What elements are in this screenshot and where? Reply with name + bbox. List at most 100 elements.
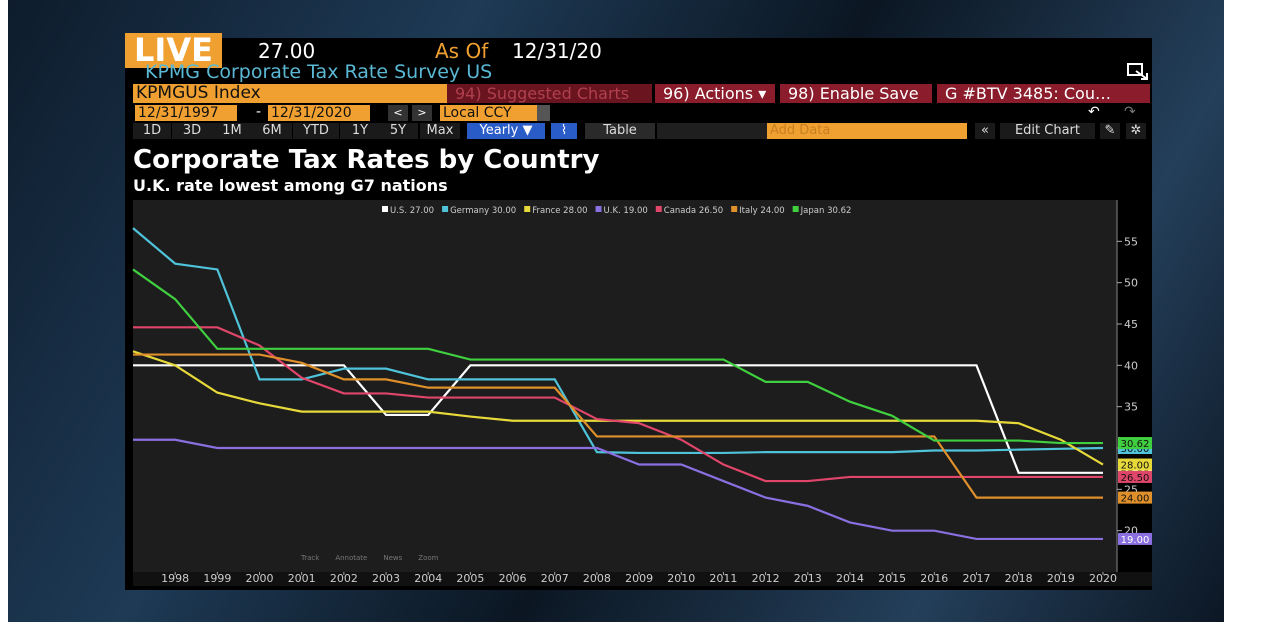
period-button[interactable]: 5Y	[378, 123, 418, 139]
end-value-flag	[1118, 491, 1152, 504]
settings-icon[interactable]: ✲	[1126, 123, 1146, 139]
x-tick-label: 2015	[878, 572, 906, 585]
ticker-field[interactable]: KPMGUS Index	[133, 84, 447, 103]
x-tick-label: 2010	[667, 572, 695, 585]
end-value-label: 19.00	[1121, 535, 1150, 546]
chart-title: Corporate Tax Rates by Country	[133, 145, 599, 175]
chart-type-button[interactable]: ⌇	[551, 123, 577, 139]
x-tick-label: 1998	[161, 572, 189, 585]
legend-entry: Canada 26.50	[664, 206, 723, 216]
series-line	[132, 227, 1104, 455]
x-tick-label: 2005	[456, 572, 484, 585]
y-tick-label: 40	[1124, 359, 1138, 372]
chart-tool: News	[383, 554, 402, 562]
y-tick-label: 55	[1124, 235, 1138, 248]
legend-value: 30.00	[492, 206, 516, 216]
as-of-label: As Of	[435, 39, 489, 63]
legend-entry: U.S. 27.00	[390, 206, 434, 216]
prev-button[interactable]: <	[388, 105, 408, 121]
x-tick-label: 2018	[1005, 572, 1033, 585]
legend-swatch	[382, 206, 388, 212]
plot-area	[133, 200, 1117, 572]
period-button[interactable]: YTD	[293, 123, 339, 139]
end-value-label: 30.62	[1121, 439, 1150, 450]
x-tick-label: 2009	[625, 572, 653, 585]
period-button[interactable]: 1Y	[340, 123, 380, 139]
suggested-charts[interactable]: 94) Suggested Charts	[447, 84, 652, 103]
edit-chart-button[interactable]: Edit Chart	[1000, 123, 1095, 139]
legend-name: U.K.	[604, 206, 621, 216]
last-price: 27.00	[258, 39, 316, 63]
x-tick-label: 2014	[836, 572, 864, 585]
series-line	[133, 438, 1103, 541]
legend-swatch	[442, 206, 449, 212]
actions-button[interactable]: 96) Actions ▾	[655, 84, 775, 103]
currency-field[interactable]: Local CCY	[440, 105, 537, 121]
period-button[interactable]: 1M	[212, 123, 252, 139]
end-value-label: 24.00	[1121, 494, 1150, 505]
next-button[interactable]: >	[412, 105, 432, 121]
chart-tool: Zoom	[418, 554, 438, 562]
end-date[interactable]: 12/31/2020	[268, 105, 370, 121]
legend-value: 27.00	[410, 206, 434, 216]
legend-value: 24.00	[760, 206, 784, 216]
x-tick-label: 2020	[1089, 572, 1117, 585]
popout-icon[interactable]	[1127, 63, 1149, 81]
x-tick-label: 2002	[330, 572, 358, 585]
legend-entry: France 28.00	[532, 206, 587, 216]
legend-value: 30.62	[827, 206, 851, 216]
y-tick-label: 35	[1124, 401, 1138, 414]
legend-swatch	[524, 206, 531, 212]
legend-swatch	[655, 206, 662, 212]
legend-entry: Japan 30.62	[800, 206, 852, 216]
end-value-flag	[1118, 532, 1152, 545]
date-separator: -	[256, 104, 262, 120]
period-button[interactable]: Max	[420, 123, 460, 139]
period-button[interactable]: 1D	[133, 123, 171, 139]
x-tick-label: 2019	[1047, 572, 1075, 585]
undo[interactable]: ↶	[1088, 104, 1100, 120]
legend-value: 19.00	[623, 206, 647, 216]
live-badge: LIVE	[125, 33, 222, 68]
series-line	[133, 326, 1103, 483]
x-tick-label: 2003	[372, 572, 400, 585]
x-tick-label: 2008	[583, 572, 611, 585]
legend-name: Canada	[664, 206, 696, 216]
currency-dropdown[interactable]	[537, 105, 550, 121]
chart-tool: Annotate	[335, 554, 367, 562]
table-button[interactable]: Table	[585, 123, 655, 139]
edit-icon[interactable]: ✎	[1100, 123, 1120, 139]
redo[interactable]: ↷	[1124, 104, 1136, 120]
legend-value: 28.00	[563, 206, 587, 216]
legend-entry: Italy 24.00	[739, 206, 785, 216]
legend-name: Germany	[450, 206, 489, 216]
x-tick-label: 1999	[203, 572, 231, 585]
legend-entry: Germany 30.00	[450, 206, 516, 216]
period-button[interactable]: 3D	[172, 123, 212, 139]
legend: U.S. 27.00 Germany 30.00 France 28.00 U.K. …	[382, 206, 851, 216]
x-tick-label: 2012	[752, 572, 780, 585]
end-value-flag	[1118, 470, 1152, 483]
end-value-flag	[1118, 458, 1152, 471]
x-tick-label: 2017	[962, 572, 990, 585]
legend-swatch	[731, 206, 738, 212]
period-button[interactable]: 6M	[252, 123, 292, 139]
enable-save[interactable]: 98) Enable Save	[780, 84, 932, 103]
start-date[interactable]: 12/31/1997	[135, 105, 237, 121]
x-tick-label: 2011	[709, 572, 737, 585]
legend-name: France	[532, 206, 560, 216]
collapse-button[interactable]: «	[975, 123, 995, 139]
tab-title[interactable]: G #BTV 3485: Cou…	[937, 84, 1150, 103]
chart-subtitle: U.K. rate lowest among G7 nations	[133, 176, 448, 195]
end-value-label: 30.00	[1121, 444, 1150, 455]
x-tick-label: 2006	[499, 572, 527, 585]
end-value-flag	[1118, 437, 1152, 450]
legend-name: Japan	[800, 206, 825, 216]
frequency-button[interactable]: Yearly ▼	[467, 123, 545, 139]
y-tick-label: 50	[1124, 277, 1138, 290]
add-data-field[interactable]: Add Data	[767, 123, 967, 139]
series-line	[133, 353, 1103, 499]
